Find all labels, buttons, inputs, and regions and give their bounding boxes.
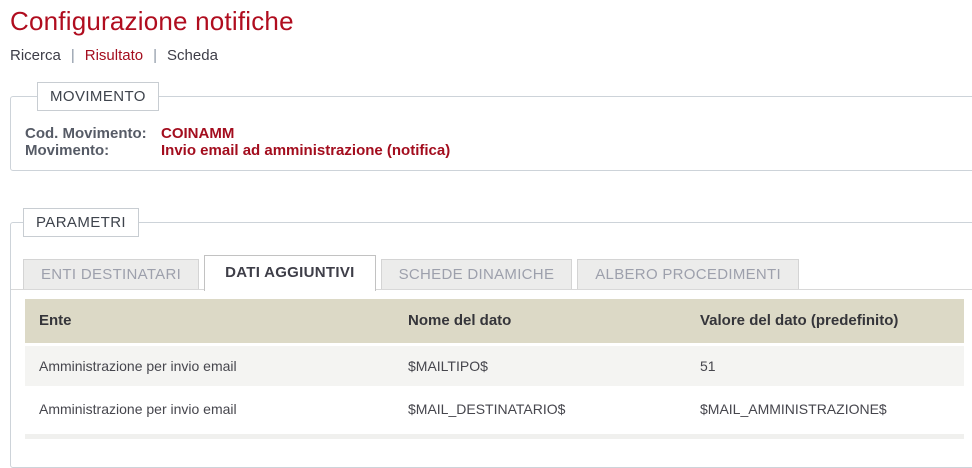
breadcrumb-item-scheda[interactable]: Scheda	[167, 47, 218, 64]
tab-enti-destinatari[interactable]: ENTI DESTINATARI	[23, 259, 200, 289]
parametri-legend: PARAMETRI	[23, 208, 139, 237]
field-value: COINAMM	[161, 125, 235, 142]
table-row: Amministrazione per invio email $MAIL_DE…	[25, 389, 964, 429]
tab-dati-aggiuntivi[interactable]: DATI AGGIUNTIVI	[204, 255, 376, 291]
table-header-nome-del-dato: Nome del dato	[394, 299, 686, 343]
table-row: Amministrazione per invio email $MAILTIP…	[25, 346, 964, 386]
field-label: Movimento:	[25, 142, 110, 159]
table-header-valore-del-dato: Valore del dato (predefinito)	[686, 299, 964, 343]
cell-nome-del-dato: $MAILTIPO$	[394, 346, 686, 386]
cell-valore-del-dato: $MAIL_AMMINISTRAZIONE$	[686, 389, 964, 429]
movimento-fieldset: MOVIMENTO Cod. Movimento: COINAMM Movime…	[10, 82, 972, 171]
field-row-movimento: Movimento: Invio email ad amministrazion…	[25, 142, 972, 159]
cell-ente: Amministrazione per invio email	[25, 346, 394, 386]
tab-bar: ENTI DESTINATARI DATI AGGIUNTIVI SCHEDE …	[11, 255, 972, 291]
movimento-fields: Cod. Movimento: COINAMM Movimento: Invio…	[25, 125, 972, 159]
table-header-ente: Ente	[25, 299, 394, 343]
field-value: Invio email ad amministrazione (notifica…	[161, 142, 451, 159]
breadcrumb-separator: |	[153, 47, 158, 64]
tab-albero-procedimenti[interactable]: ALBERO PROCEDIMENTI	[577, 259, 799, 289]
field-label: Cod. Movimento:	[25, 125, 147, 142]
parametri-fieldset: PARAMETRI ENTI DESTINATARI DATI AGGIUNTI…	[10, 208, 972, 468]
tab-schede-dinamiche[interactable]: SCHEDE DINAMICHE	[380, 259, 573, 289]
page-title: Configurazione notifiche	[10, 6, 294, 36]
breadcrumb-separator: |	[70, 47, 75, 64]
breadcrumb-item-risultato[interactable]: Risultato	[84, 47, 144, 64]
cell-ente: Amministrazione per invio email	[25, 389, 394, 429]
table-row-partial	[25, 434, 964, 439]
movimento-legend: MOVIMENTO	[37, 82, 159, 111]
cell-valore-del-dato: 51	[686, 346, 964, 386]
table-header-row: Ente Nome del dato Valore del dato (pred…	[25, 299, 964, 343]
cell-nome-del-dato: $MAIL_DESTINATARIO$	[394, 389, 686, 429]
field-row-cod-movimento: Cod. Movimento: COINAMM	[25, 125, 972, 142]
parameters-table: Ente Nome del dato Valore del dato (pred…	[25, 296, 964, 432]
breadcrumb-item-ricerca[interactable]: Ricerca	[10, 47, 61, 64]
breadcrumb: Ricerca | Risultato | Scheda	[10, 47, 972, 64]
